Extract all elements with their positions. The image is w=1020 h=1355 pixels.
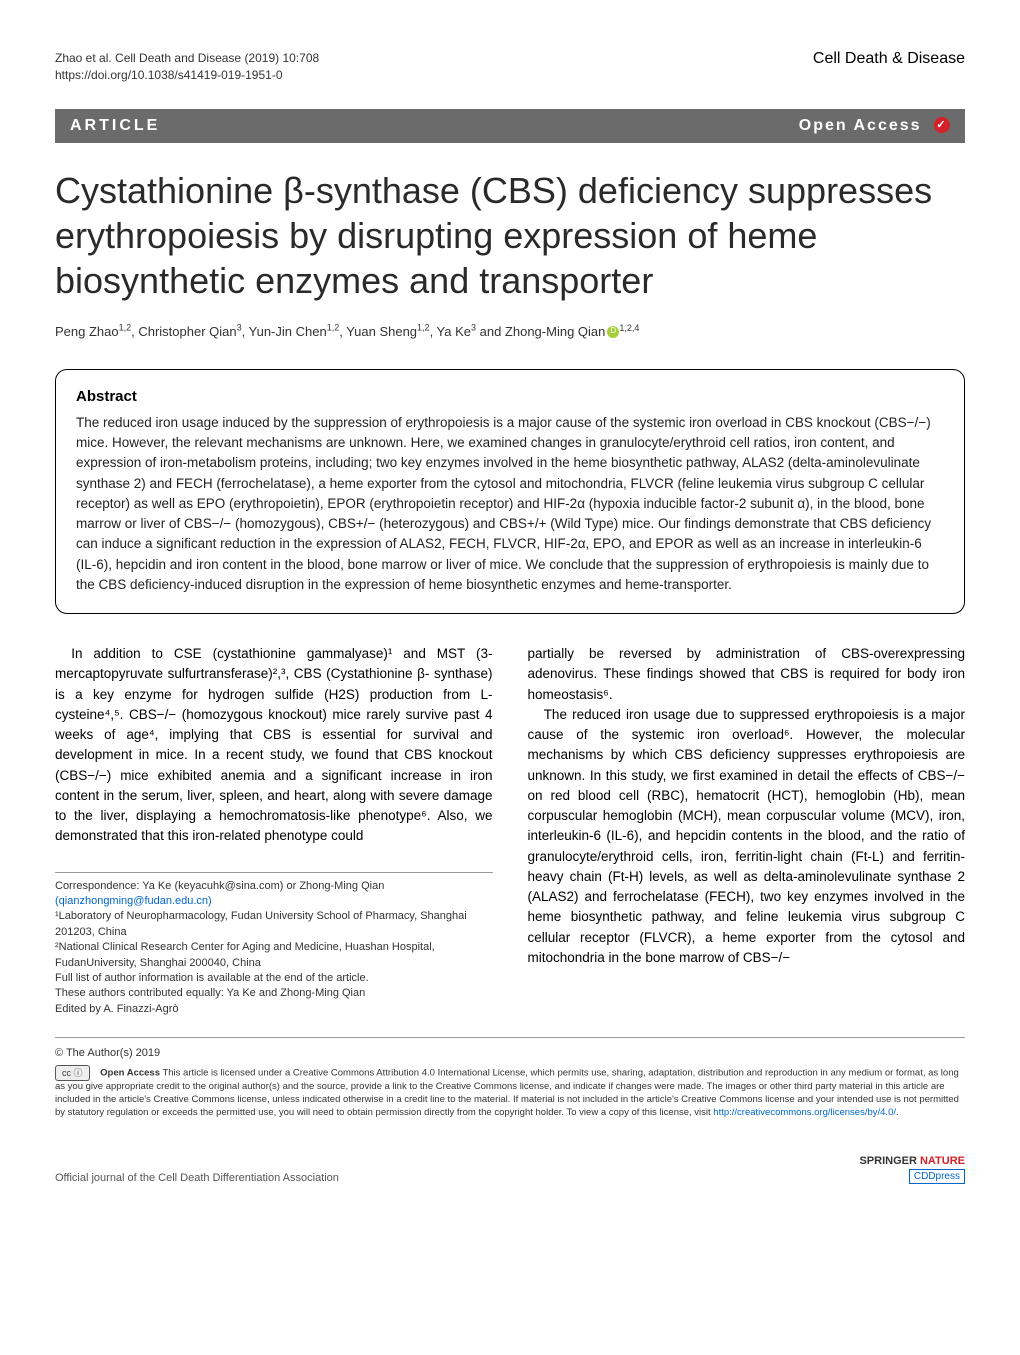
article-label: ARTICLE (70, 117, 160, 135)
footer-right: SPRINGER NATURE CDDpress (859, 1155, 965, 1184)
page-footer: Official journal of the Cell Death Diffe… (55, 1155, 965, 1184)
body-para-left-1: In addition to CSE (cystathionine gammal… (55, 644, 493, 847)
citation-line-1: Zhao et al. Cell Death and Disease (2019… (55, 50, 319, 67)
abstract-box: Abstract The reduced iron usage induced … (55, 369, 965, 614)
authors-names: Peng Zhao1,2, Christopher Qian3, Yun-Jin… (55, 324, 605, 339)
open-access-bold: Open Access (100, 1068, 160, 1079)
correspondence-email[interactable]: (qianzhongming@fudan.edu.cn) (55, 895, 212, 907)
equal-contribution: These authors contributed equally: Ya Ke… (55, 986, 493, 1001)
license-text: cc ⓘ Open Access This article is license… (55, 1065, 965, 1120)
open-access-label: Open Access ✓ (799, 117, 950, 135)
citation-doi: https://doi.org/10.1038/s41419-019-1951-… (55, 67, 319, 84)
body-para-right-2: The reduced iron usage due to suppressed… (528, 705, 966, 968)
left-column: In addition to CSE (cystathionine gammal… (55, 644, 493, 1017)
publisher-logo: SPRINGER NATURE (859, 1155, 965, 1167)
affiliation-1: ¹Laboratory of Neuropharmacology, Fudan … (55, 909, 493, 940)
right-column: partially be reversed by administration … (528, 644, 966, 1017)
affiliation-2: ²National Clinical Research Center for A… (55, 940, 493, 971)
author-list: Peng Zhao1,2, Christopher Qian3, Yun-Jin… (55, 323, 965, 339)
cddpress-logo: CDDpress (909, 1169, 965, 1184)
full-author-list-note: Full list of author information is avail… (55, 971, 493, 986)
journal-name: Cell Death & Disease (813, 50, 965, 68)
abstract-text: The reduced iron usage induced by the su… (76, 413, 944, 595)
license-block: © The Author(s) 2019 cc ⓘ Open Access Th… (55, 1037, 965, 1119)
footer-left: Official journal of the Cell Death Diffe… (55, 1172, 339, 1184)
correspondence-line: Correspondence: Ya Ke (keyacuhk@sina.com… (55, 879, 493, 894)
body-two-column: In addition to CSE (cystathionine gammal… (55, 644, 965, 1017)
running-header: Zhao et al. Cell Death and Disease (2019… (55, 50, 965, 84)
citation-block: Zhao et al. Cell Death and Disease (2019… (55, 50, 319, 84)
orcid-icon (607, 326, 619, 338)
article-title: Cystathionine β-synthase (CBS) deficienc… (55, 168, 965, 303)
license-url[interactable]: http://creativecommons.org/licenses/by/4… (713, 1107, 896, 1118)
article-type-bar: ARTICLE Open Access ✓ (55, 109, 965, 143)
copyright-line: © The Author(s) 2019 (55, 1046, 965, 1061)
check-updates-icon: ✓ (934, 117, 950, 133)
correspondence-block: Correspondence: Ya Ke (keyacuhk@sina.com… (55, 872, 493, 1018)
abstract-heading: Abstract (76, 388, 944, 405)
last-author-affil: 1,2,4 (619, 323, 639, 333)
body-para-right-1: partially be reversed by administration … (528, 644, 966, 705)
edited-by: Edited by A. Finazzi-Agrò (55, 1002, 493, 1017)
cc-by-icon: cc ⓘ (55, 1065, 90, 1081)
